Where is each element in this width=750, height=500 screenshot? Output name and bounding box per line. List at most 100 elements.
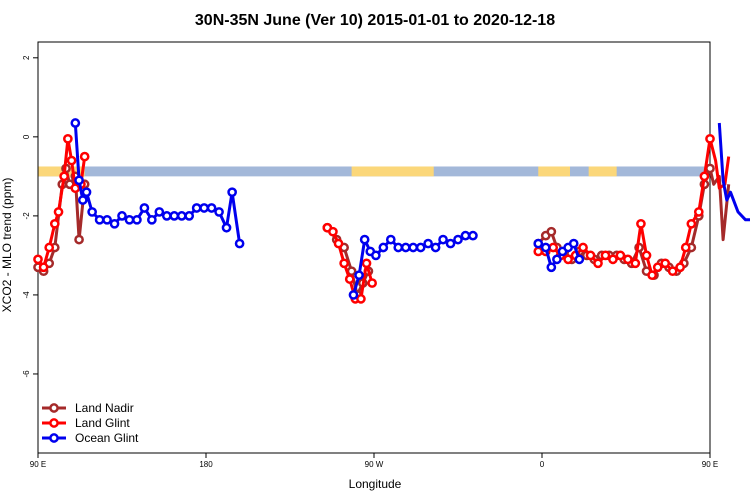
land-glint-point: [367, 278, 377, 288]
ocean-glint-legend-marker: [49, 433, 59, 443]
ocean-glint-point: [154, 207, 165, 217]
land-glint-point: [339, 258, 349, 269]
land-glint-series: [33, 133, 731, 304]
ocean-glint-point: [234, 238, 245, 249]
ocean-glint-point: [574, 254, 585, 265]
land-nadir-legend-marker: [49, 403, 59, 413]
land-glint-point: [686, 218, 697, 229]
ocean-glint-point: [378, 242, 389, 253]
plot-frame: [37, 41, 711, 454]
land-glint-point: [652, 262, 663, 273]
ocean-glint-point: [533, 238, 544, 249]
x-tick-label: 0: [540, 460, 545, 469]
land-glint-point: [548, 242, 559, 253]
series-layer: [33, 118, 750, 304]
land-glint-point: [623, 254, 633, 265]
ocean-glint-point: [348, 290, 359, 300]
ocean-glint-point: [109, 218, 120, 229]
ocean-glint-point: [124, 214, 135, 225]
ocean-glint-point: [568, 238, 579, 249]
ocean-glint-point: [214, 207, 224, 217]
ocean-glint-point: [147, 214, 157, 225]
ocean-glint-point: [206, 203, 217, 213]
land-glint-point: [593, 258, 603, 269]
land-glint-point: [344, 274, 355, 284]
ocean-glint-point: [385, 234, 396, 245]
ocean-glint-point: [453, 234, 463, 245]
land-glint-point: [641, 250, 652, 261]
y-tick-label: 0: [22, 134, 31, 139]
land-nadir-point: [546, 226, 557, 237]
ocean-glint-point: [400, 242, 411, 253]
land-glint-point: [63, 133, 73, 144]
land-glint-legend-label: Land Glint: [75, 416, 130, 430]
ocean-glint-point: [199, 203, 209, 213]
land-glint-point: [675, 262, 685, 273]
land-glint-legend-marker: [49, 418, 59, 428]
land-glint-point: [79, 151, 90, 162]
land-glint-point: [647, 270, 657, 281]
ocean-glint-point: [74, 175, 84, 186]
land-glint-point: [680, 242, 691, 253]
land-glint-point: [333, 238, 344, 249]
land-glint-point: [49, 218, 60, 229]
x-tick-label: 90 E: [702, 460, 718, 469]
ocean-glint-point: [81, 187, 92, 198]
land-band-segment: [38, 166, 85, 177]
ocean-glint-point: [540, 242, 551, 253]
land-nadir-point: [74, 234, 84, 245]
ocean-glint-series: [70, 118, 750, 300]
ocean-glint-point: [354, 270, 364, 281]
ocean-glint-legend-label: Ocean Glint: [75, 431, 139, 445]
y-tick-label: -6: [22, 370, 31, 378]
ocean-glint-point: [552, 254, 562, 265]
ocean-glint-point: [221, 222, 232, 233]
ocean-glint-point: [468, 230, 478, 241]
ocean-glint-point: [102, 214, 112, 225]
ocean-glint-point: [460, 230, 471, 241]
land-glint-point: [533, 246, 544, 257]
land-glint-point: [660, 258, 671, 269]
land-glint-point: [53, 207, 64, 217]
land-nadir-series: [33, 163, 731, 300]
x-tick-label: 90 W: [365, 460, 384, 469]
chart-title: 30N-35N June (Ver 10) 2015-01-01 to 2020…: [195, 12, 555, 29]
axes: 90 E 180 90 W 0 90 E 2 0 -2 -4 -6: [22, 55, 718, 469]
land-glint-point: [38, 262, 49, 273]
ocean-glint-point: [445, 238, 456, 249]
land-glint-point: [636, 218, 646, 229]
ocean-glint-point: [371, 250, 381, 261]
ocean-glint-point: [139, 203, 150, 213]
land-glint-point: [615, 250, 626, 261]
ocean-glint-point: [176, 211, 187, 221]
y-axis-label: XCO2 - MLO trend (ppm): [0, 178, 14, 313]
y-tick-label: 2: [22, 55, 31, 60]
land-nadir-point: [705, 163, 715, 174]
ocean-glint-point: [393, 242, 404, 253]
land-glint-point: [585, 250, 596, 261]
ocean-glint-point: [70, 118, 81, 128]
land-glint-point: [66, 155, 77, 166]
land-ocean-band: [38, 166, 710, 177]
ocean-glint-line: [73, 122, 242, 244]
land-glint-point: [361, 258, 372, 269]
land-glint-point: [44, 242, 55, 253]
land-glint-point: [356, 294, 366, 304]
y-tick-label: -4: [22, 291, 31, 299]
ocean-glint-point: [77, 195, 88, 205]
ocean-glint-point: [191, 203, 202, 213]
land-band-segment: [588, 166, 617, 177]
x-axis-label: Longitude: [349, 477, 402, 491]
land-band-segment: [538, 166, 570, 177]
land-glint-point: [699, 171, 710, 182]
land-glint-point: [578, 242, 588, 253]
land-glint-point: [608, 254, 618, 265]
ocean-glint-point: [161, 211, 172, 221]
ocean-glint-point: [546, 262, 557, 273]
land-glint-point: [667, 266, 678, 277]
ocean-glint-point: [438, 234, 448, 245]
ocean-glint-point: [415, 242, 426, 253]
land-glint-point: [693, 207, 704, 217]
